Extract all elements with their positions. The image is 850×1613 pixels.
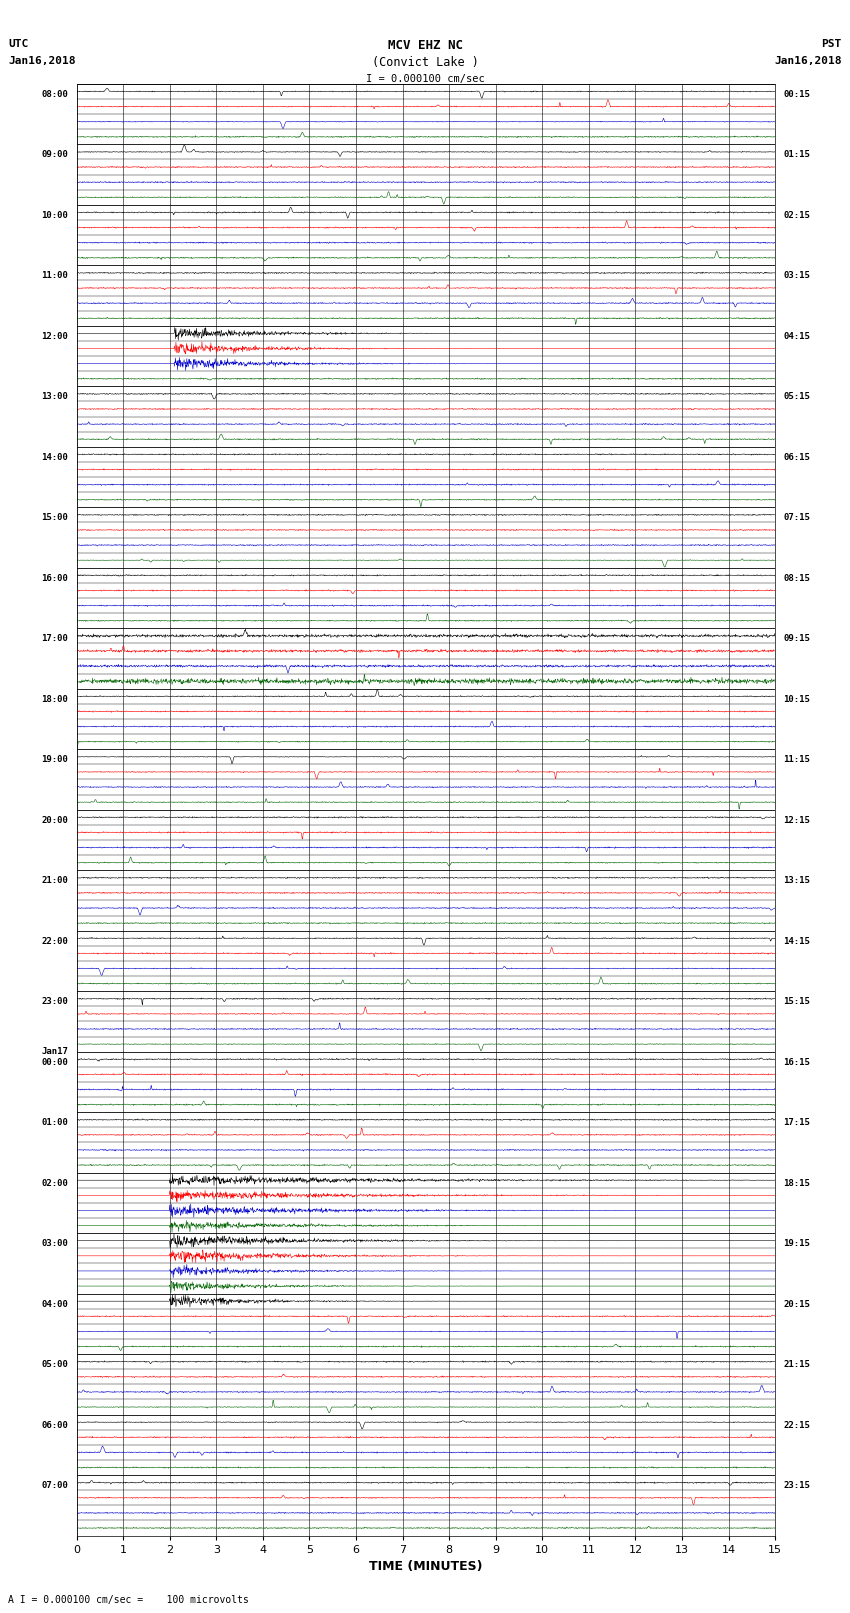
Text: MCV EHZ NC: MCV EHZ NC (388, 39, 462, 52)
Text: 19:15: 19:15 (784, 1239, 810, 1248)
Text: 12:00: 12:00 (42, 332, 68, 340)
Text: UTC: UTC (8, 39, 29, 48)
Text: 18:00: 18:00 (42, 695, 68, 703)
Text: Jan17
00:00: Jan17 00:00 (42, 1047, 68, 1066)
Text: 05:00: 05:00 (42, 1360, 68, 1369)
Text: 10:15: 10:15 (784, 695, 810, 703)
Text: Jan16,2018: Jan16,2018 (774, 56, 842, 66)
Text: 17:15: 17:15 (784, 1118, 810, 1127)
Text: 04:00: 04:00 (42, 1300, 68, 1308)
Text: 02:15: 02:15 (784, 211, 810, 219)
Text: 23:15: 23:15 (784, 1481, 810, 1490)
Text: 07:00: 07:00 (42, 1481, 68, 1490)
Text: 22:00: 22:00 (42, 937, 68, 945)
Text: 23:00: 23:00 (42, 997, 68, 1007)
Text: 01:00: 01:00 (42, 1118, 68, 1127)
Text: 11:00: 11:00 (42, 271, 68, 281)
Text: Jan16,2018: Jan16,2018 (8, 56, 76, 66)
Text: 00:15: 00:15 (784, 90, 810, 98)
Text: 15:15: 15:15 (784, 997, 810, 1007)
Text: 06:00: 06:00 (42, 1421, 68, 1429)
Text: 18:15: 18:15 (784, 1179, 810, 1187)
Text: 20:15: 20:15 (784, 1300, 810, 1308)
Text: 09:00: 09:00 (42, 150, 68, 160)
Text: 12:15: 12:15 (784, 816, 810, 824)
Text: 20:00: 20:00 (42, 816, 68, 824)
Text: 22:15: 22:15 (784, 1421, 810, 1429)
Text: 03:00: 03:00 (42, 1239, 68, 1248)
Text: 17:00: 17:00 (42, 634, 68, 644)
Text: 05:15: 05:15 (784, 392, 810, 402)
Text: PST: PST (821, 39, 842, 48)
Text: 03:15: 03:15 (784, 271, 810, 281)
Text: 16:00: 16:00 (42, 574, 68, 582)
Text: 14:15: 14:15 (784, 937, 810, 945)
Text: I = 0.000100 cm/sec: I = 0.000100 cm/sec (366, 74, 484, 84)
Text: 01:15: 01:15 (784, 150, 810, 160)
Text: 13:00: 13:00 (42, 392, 68, 402)
Text: 04:15: 04:15 (784, 332, 810, 340)
Text: 10:00: 10:00 (42, 211, 68, 219)
X-axis label: TIME (MINUTES): TIME (MINUTES) (369, 1560, 483, 1573)
Text: 02:00: 02:00 (42, 1179, 68, 1187)
Text: 06:15: 06:15 (784, 453, 810, 461)
Text: 21:00: 21:00 (42, 876, 68, 886)
Text: 08:15: 08:15 (784, 574, 810, 582)
Text: 21:15: 21:15 (784, 1360, 810, 1369)
Text: 09:15: 09:15 (784, 634, 810, 644)
Text: 16:15: 16:15 (784, 1058, 810, 1066)
Text: A I = 0.000100 cm/sec =    100 microvolts: A I = 0.000100 cm/sec = 100 microvolts (8, 1595, 249, 1605)
Text: 07:15: 07:15 (784, 513, 810, 523)
Text: 19:00: 19:00 (42, 755, 68, 765)
Text: (Convict Lake ): (Convict Lake ) (371, 56, 479, 69)
Text: 08:00: 08:00 (42, 90, 68, 98)
Text: 11:15: 11:15 (784, 755, 810, 765)
Text: 13:15: 13:15 (784, 876, 810, 886)
Text: 14:00: 14:00 (42, 453, 68, 461)
Text: 15:00: 15:00 (42, 513, 68, 523)
